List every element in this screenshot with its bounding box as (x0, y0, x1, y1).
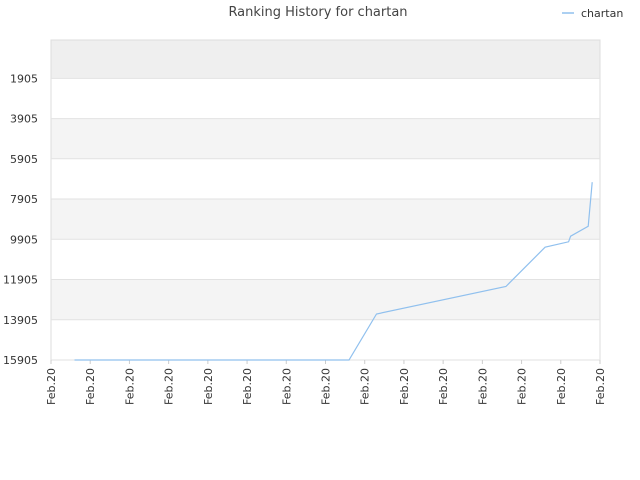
plot-band (51, 279, 600, 320)
plot-band (51, 78, 600, 119)
plot-band (51, 118, 600, 159)
x-tick-label: Feb.20 (555, 368, 568, 405)
x-tick-label: Feb.20 (241, 368, 254, 405)
y-tick-label: 13905 (3, 314, 38, 327)
x-tick-label: Feb.20 (320, 368, 333, 405)
y-tick-label: 3905 (10, 113, 38, 126)
y-tick-label: 1905 (10, 72, 38, 85)
x-tick-label: Feb.20 (163, 368, 176, 405)
x-tick-label: Feb.20 (437, 368, 450, 405)
series-line-chartan (74, 182, 593, 361)
plot-band (51, 199, 600, 240)
x-tick-label: Feb.20 (516, 368, 529, 405)
y-tick-label: 5905 (10, 153, 38, 166)
x-tick-label: Feb.20 (359, 368, 372, 405)
chart-title: Ranking History for chartan (228, 5, 407, 20)
x-tick-label: Feb.20 (476, 368, 489, 405)
series-layer (74, 182, 593, 361)
y-tick-label: 11905 (3, 274, 38, 287)
plot-bands (50, 39, 601, 361)
legend-label: chartan (581, 7, 623, 20)
x-tick-label: Feb.20 (45, 368, 58, 405)
legend[interactable]: chartan (562, 7, 623, 20)
plot-band (51, 40, 600, 79)
y-axis: 1905 3905 5905 7905 9905 11905 13905 15905 (3, 72, 38, 367)
y-tick-label: 9905 (10, 233, 38, 246)
x-tick-label: Feb.20 (594, 368, 607, 405)
plot-band (51, 158, 600, 200)
x-tick-label: Feb.20 (280, 368, 293, 405)
x-tick-label: Feb.20 (123, 368, 136, 405)
x-tick-label: Feb.20 (398, 368, 411, 405)
y-tick-label: 15905 (3, 354, 38, 367)
plot-band (51, 319, 600, 360)
x-tick-label: Feb.20 (84, 368, 97, 405)
y-tick-label: 7905 (10, 193, 38, 206)
x-tick-label: Feb.20 (202, 368, 215, 405)
plot-band (51, 239, 600, 280)
x-axis: Feb.20 Feb.20 Feb.20 Feb.20 Feb.20 Feb.20 Feb.… (45, 360, 607, 405)
